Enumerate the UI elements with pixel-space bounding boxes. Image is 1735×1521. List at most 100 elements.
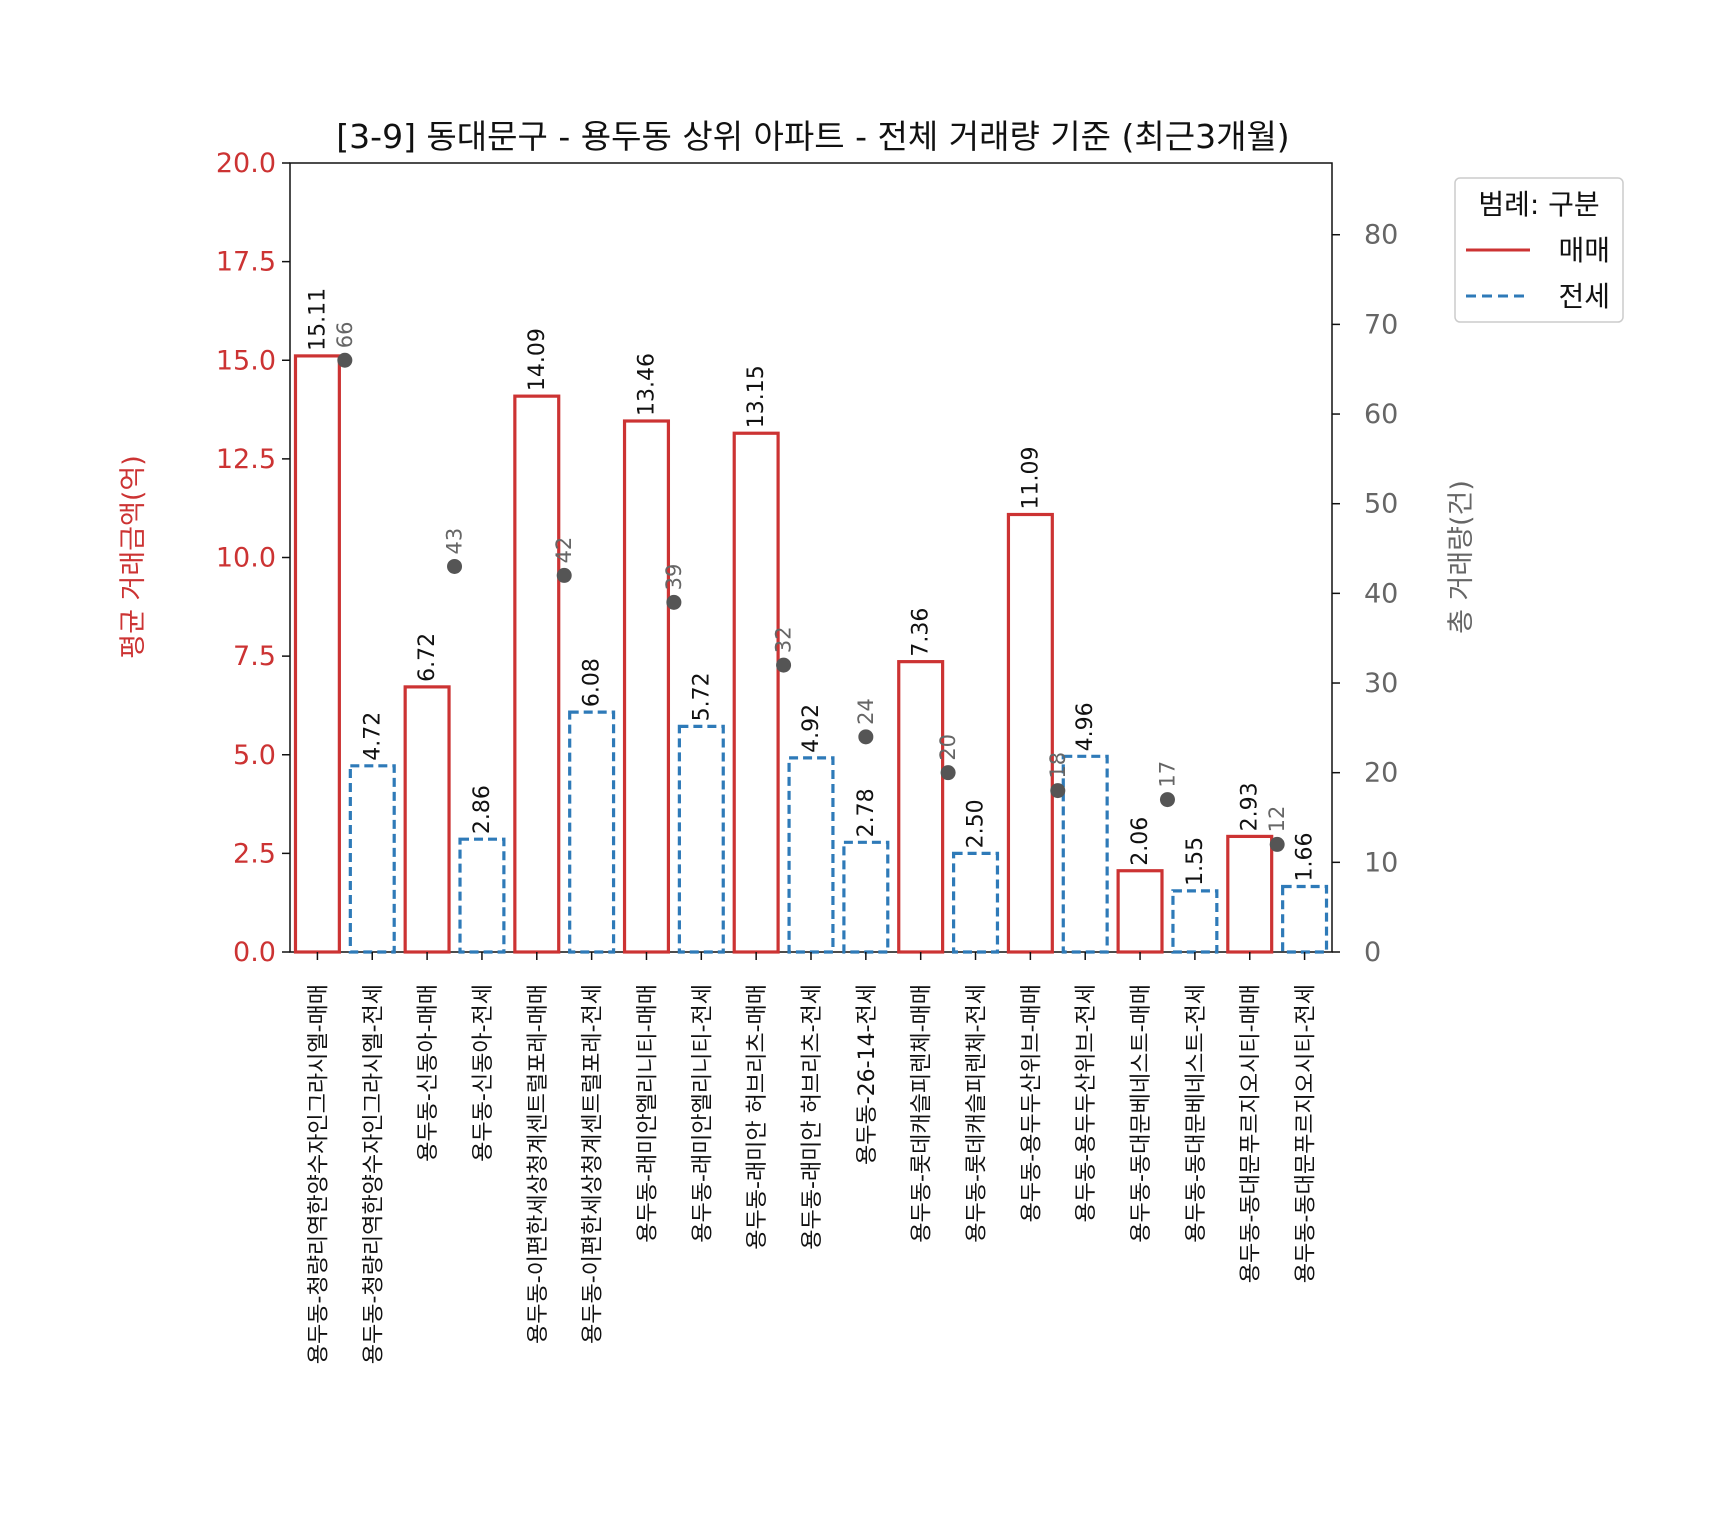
bar-value-label: 6.72	[415, 633, 440, 682]
bar-value-label: 1.66	[1293, 833, 1318, 882]
x-tick-label: 용두동-용두두산위브-매매	[1019, 984, 1044, 1223]
bar-jeonse	[951, 851, 1000, 954]
count-label: 32	[772, 626, 796, 653]
legend-label-jeonse: 전세	[1558, 280, 1610, 313]
bar-value-label: 2.86	[470, 785, 495, 834]
count-label: 39	[662, 564, 686, 591]
y-tick-label-left: 20.0	[216, 148, 276, 179]
y-tick-label-right: 80	[1364, 220, 1398, 251]
bar-value-label: 2.50	[964, 799, 989, 848]
bar-sale	[293, 354, 341, 954]
count-dot	[666, 594, 682, 610]
x-tick-label: 용두동-래미안 허브리츠-매매	[745, 984, 770, 1250]
bar-sale	[513, 394, 561, 954]
bar-value-label: 15.11	[305, 288, 330, 351]
bar-sale	[1226, 834, 1274, 954]
x-tick-label: 용두동-동대문푸르지오시티-전세	[1294, 984, 1319, 1283]
x-tick-label: 용두동-동대문베네스트-매매	[1129, 984, 1154, 1243]
bar-jeonse	[1061, 754, 1109, 954]
y-tick-label-left: 0.0	[233, 937, 276, 968]
bar-value-label: 11.09	[1018, 447, 1043, 510]
bar-jeonse	[1281, 884, 1329, 954]
x-tick-label: 용두동-26-14-전세	[855, 984, 880, 1165]
y-tick-label-right: 10	[1364, 847, 1398, 878]
y-tick-label-right: 40	[1364, 578, 1398, 609]
y-tick-label-right: 0	[1364, 937, 1381, 968]
bar-value-label: 2.06	[1128, 817, 1153, 866]
x-tick-label: 용두동-래미안엘리니티-전세	[690, 984, 715, 1243]
count-dot	[1159, 792, 1175, 808]
x-tick-label: 용두동-래미안엘리니티-매매	[635, 984, 660, 1243]
bar-sale	[403, 685, 451, 954]
bar-value-label: 4.72	[360, 712, 385, 761]
y-axis-label-right: 총 거래량(건)	[1446, 480, 1477, 634]
y-tick-label-left: 5.0	[233, 740, 276, 771]
x-tick-label: 용두동-용두두산위브-전세	[1074, 984, 1099, 1223]
bar-value-label: 13.15	[744, 365, 769, 428]
y-tick-label-left: 2.5	[233, 838, 276, 869]
x-tick-label: 용두동-청량리역한양수자인그라시엘-매매	[306, 984, 331, 1364]
bar-jeonse	[787, 756, 835, 954]
bar-jeonse	[458, 837, 506, 954]
count-label: 17	[1155, 761, 1179, 788]
count-dot	[940, 765, 956, 781]
y-tick-label-right: 30	[1364, 668, 1398, 699]
legend: 범례: 구분 매매 전세	[1454, 177, 1624, 323]
bar-value-label: 14.09	[525, 328, 550, 391]
bar-jeonse	[1171, 889, 1219, 954]
bar-value-label: 2.78	[854, 788, 879, 837]
bar-sale	[622, 419, 671, 954]
y-axis-label-left: 평균 거래금액(억)	[118, 455, 149, 659]
legend-label-sale: 매매	[1558, 234, 1610, 267]
x-tick-label: 용두동-롯데캐슬피렌체-전세	[965, 984, 990, 1243]
y-tick-label-left: 7.5	[233, 641, 276, 672]
y-tick-label-right: 20	[1364, 758, 1398, 789]
y-tick-label-left: 12.5	[216, 444, 276, 475]
bar-value-label: 4.92	[799, 704, 824, 753]
y-tick-label-right: 60	[1364, 399, 1398, 430]
x-tick-label: 용두동-신동아-매매	[416, 984, 441, 1162]
bar-jeonse	[568, 710, 616, 954]
y-tick-label-right: 50	[1364, 489, 1398, 520]
x-tick-label: 용두동-청량리역한양수자인그라시엘-전세	[361, 984, 386, 1364]
x-tick-label: 용두동-이편한세상청계센트럴포레-전세	[581, 984, 606, 1344]
count-label: 24	[854, 698, 878, 725]
count-dot	[858, 729, 874, 745]
count-dot	[1269, 836, 1285, 852]
x-tick-label: 용두동-래미안 허브리츠-전세	[800, 984, 825, 1250]
bar-value-label: 6.08	[580, 658, 605, 707]
bar-value-label: 7.36	[909, 608, 934, 657]
bar-sale	[897, 660, 945, 954]
legend-box	[1454, 177, 1624, 323]
x-tick-label: 용두동-롯데캐슬피렌체-매매	[910, 984, 935, 1243]
bar-sale	[732, 431, 780, 954]
x-tick-label: 용두동-동대문베네스트-전세	[1184, 984, 1209, 1243]
x-tick-label: 용두동-신동아-전세	[471, 984, 496, 1162]
plot-frame	[289, 162, 1333, 953]
count-dot	[556, 567, 572, 583]
count-dot	[337, 352, 353, 368]
y-tick-label-left: 15.0	[216, 345, 276, 376]
chart-title: [3-9] 동대문구 - 용두동 상위 아파트 - 전체 거래량 기준 (최근3…	[336, 117, 1289, 156]
bar-value-label: 4.96	[1073, 702, 1098, 751]
count-dot	[776, 657, 792, 673]
bar-jeonse	[842, 840, 890, 954]
plot-layer: 0.0 2.5 5.0 7.5 10.0 12.5 15.0 17.5 20.0 0 10 20 30 4…	[216, 148, 1398, 1364]
count-label: 18	[1046, 752, 1070, 779]
y-tick-label-right: 70	[1364, 309, 1398, 340]
x-tick-label: 용두동-동대문푸르지오시티-매매	[1239, 984, 1264, 1283]
bar-value-label: 2.93	[1238, 782, 1263, 831]
count-label: 66	[333, 322, 357, 349]
count-label: 43	[443, 528, 467, 555]
bar-value-label: 13.46	[634, 353, 659, 416]
legend-title: 범례: 구분	[1478, 188, 1599, 221]
bar-sale	[1116, 869, 1164, 954]
count-label: 20	[936, 734, 960, 761]
y-tick-label-left: 17.5	[216, 247, 276, 278]
bar-jeonse	[348, 764, 396, 954]
count-dot	[447, 558, 463, 574]
bar-value-label: 5.72	[689, 672, 714, 721]
count-label: 12	[1265, 806, 1289, 833]
